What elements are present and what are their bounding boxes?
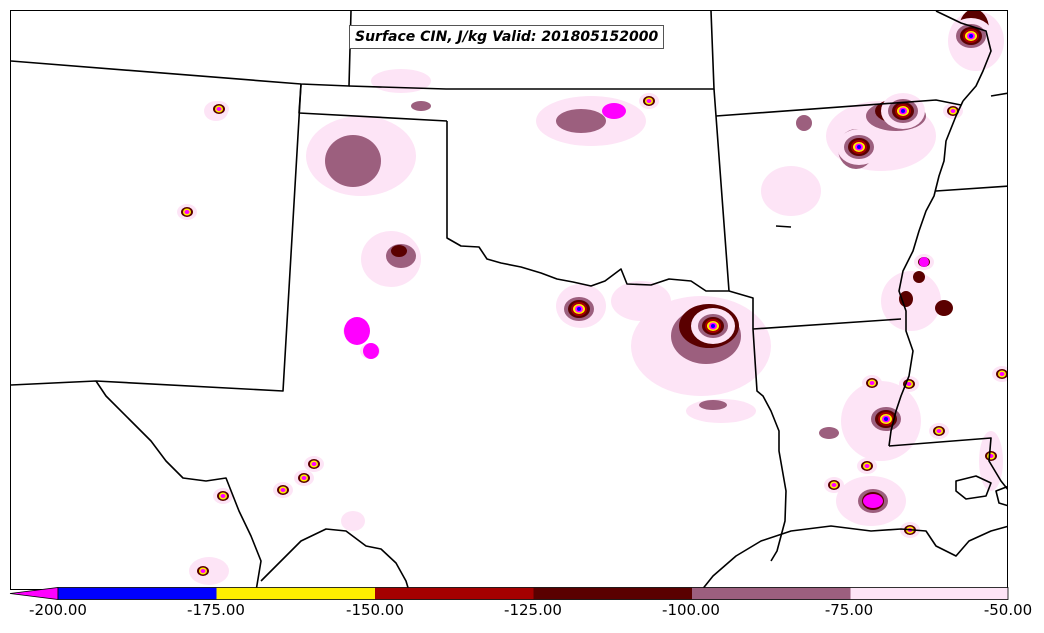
- colorbar-tick-5: -100.00: [662, 601, 720, 619]
- colorbar-outline: [57, 587, 1009, 600]
- colorbar-bin-4: [533, 587, 692, 600]
- colorbar: [9, 587, 1009, 600]
- state-boundaries: [11, 11, 1007, 589]
- colorbar-bin-3: [375, 587, 534, 600]
- colorbar-tick-6: -75.00: [824, 601, 874, 619]
- colorbar-tick-4: -125.00: [504, 601, 562, 619]
- colorbar-tick-7: -50.00: [983, 601, 1033, 619]
- colorbar-tick-2: -175.00: [187, 601, 245, 619]
- cin-cells: [177, 18, 1007, 579]
- colorbar-bin-2: [216, 587, 375, 600]
- map-title: Surface CIN, J/kg Valid: 201805152000: [349, 25, 665, 49]
- colorbar-under-arrow: [9, 587, 59, 600]
- colorbar-tick-3: -150.00: [346, 601, 404, 619]
- colorbar-bin-5: [692, 587, 851, 600]
- map-panel: Surface CIN, J/kg Valid: 201805152000: [10, 10, 1008, 590]
- colorbar-bin-6: [850, 587, 1008, 600]
- colorbar-bin-1: [58, 587, 217, 600]
- colorbar-tick-1: -200.00: [29, 601, 87, 619]
- cin-map: [11, 11, 1007, 589]
